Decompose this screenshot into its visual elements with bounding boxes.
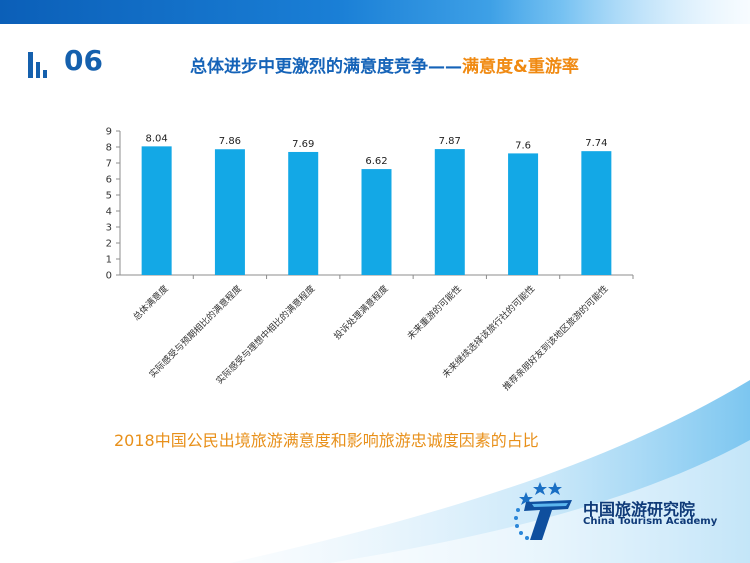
bar <box>141 146 172 275</box>
y-tick-label: 4 <box>106 207 112 218</box>
section-bars-icon <box>28 52 47 78</box>
y-tick-label: 1 <box>106 255 112 266</box>
page-title-highlight: 满意度&重游率 <box>462 57 579 77</box>
satisfaction-bar-chart: 01234567898.04总体满意度7.86实际感受与预期相比的满意程度7.6… <box>106 127 634 393</box>
bar-data-label: 7.69 <box>292 139 314 150</box>
bar <box>214 149 245 275</box>
y-tick-label: 7 <box>106 159 112 170</box>
bar <box>508 153 539 275</box>
bar-data-label: 6.62 <box>365 156 387 167</box>
x-category-label: 总体满意度 <box>130 283 170 323</box>
section-number: 06 <box>64 44 103 77</box>
page-title: 总体进步中更激烈的满意度竞争——满意度&重游率 <box>190 52 579 77</box>
bar-data-label: 7.6 <box>515 140 531 151</box>
bar-data-label: 8.04 <box>146 133 168 144</box>
x-category-label: 未来重游的可能性 <box>404 283 463 342</box>
chart-caption: 2018中国公民出境旅游满意度和影响旅游忠诚度因素的占比 <box>114 431 539 450</box>
y-tick-label: 0 <box>106 271 112 282</box>
star-t-logo-icon <box>514 482 572 540</box>
x-category-label: 投诉处理满意程度 <box>331 283 390 342</box>
y-tick-label: 3 <box>106 223 112 234</box>
logo-name-en: China Tourism Academy <box>583 516 718 527</box>
bar-data-label: 7.87 <box>439 136 461 147</box>
top-banner-highlight <box>490 0 750 24</box>
y-tick-label: 6 <box>106 175 112 186</box>
bar-data-label: 7.86 <box>219 136 241 147</box>
page-title-main: 总体进步中更激烈的满意度竞争—— <box>190 57 462 77</box>
bar <box>581 151 612 275</box>
bar <box>434 149 465 275</box>
y-tick-label: 9 <box>106 127 112 138</box>
bar <box>288 151 319 275</box>
bar <box>361 169 392 275</box>
logo-name-cn: 中国旅游研究院 <box>583 500 696 519</box>
y-tick-label: 2 <box>106 239 112 250</box>
y-tick-label: 8 <box>106 143 112 154</box>
bar-data-label: 7.74 <box>585 138 607 149</box>
y-tick-label: 5 <box>106 191 112 202</box>
